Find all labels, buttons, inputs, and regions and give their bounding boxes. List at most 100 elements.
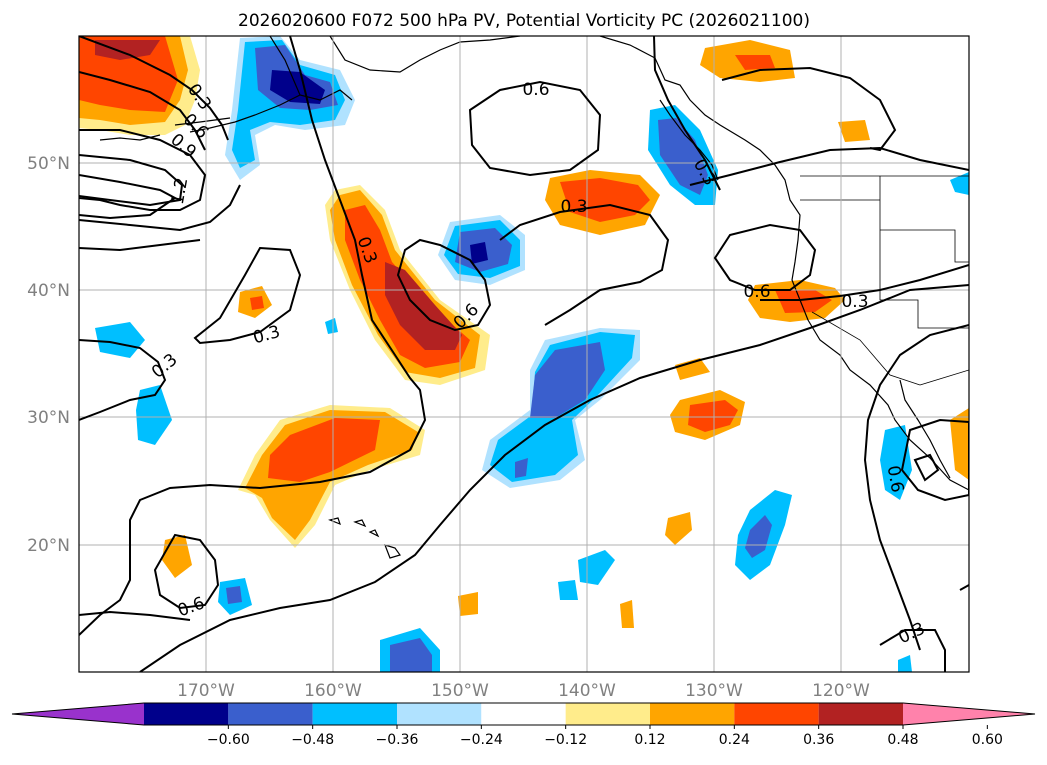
border bbox=[879, 176, 969, 329]
colorbar-segment bbox=[481, 703, 566, 725]
alaska-coast bbox=[189, 36, 353, 133]
map-frame bbox=[78, 35, 970, 673]
colorbar-tick-label: −0.24 bbox=[460, 732, 503, 748]
contour-label: 0.3 bbox=[560, 197, 587, 217]
border bbox=[919, 369, 969, 386]
colorbar-segment bbox=[312, 703, 397, 725]
pv-negative-area bbox=[950, 172, 969, 195]
alaska-south-coast bbox=[329, 36, 521, 73]
pv-negative-area bbox=[558, 580, 578, 600]
contour-line bbox=[79, 129, 207, 211]
contour-label: 0.6 bbox=[522, 80, 549, 100]
contour-line bbox=[396, 238, 492, 332]
pv-negative-area bbox=[95, 322, 145, 358]
lon-label: 150°W bbox=[431, 681, 489, 701]
contour-line bbox=[900, 418, 969, 502]
contour-line bbox=[913, 453, 940, 482]
map-panel: 0.6 0.3 0.3 0.6 0.9 1.2 0.3 0.6 0.3 0.3 … bbox=[78, 35, 970, 673]
pv-positive-area bbox=[250, 296, 264, 310]
contour-line bbox=[79, 239, 201, 252]
pv-positive-area bbox=[735, 55, 775, 70]
colorbar-segment bbox=[650, 703, 735, 725]
colorbar-segment bbox=[397, 703, 482, 725]
pv-positive-area bbox=[775, 290, 832, 313]
pv-positive-area bbox=[620, 600, 634, 628]
contour-line bbox=[499, 203, 670, 326]
pv-negative-area bbox=[530, 342, 605, 418]
contour-line bbox=[79, 36, 427, 636]
lon-label: 170°W bbox=[177, 681, 235, 701]
pv-negative-area bbox=[470, 242, 488, 264]
pv-negative-area bbox=[880, 425, 912, 500]
pv-positive-area bbox=[385, 262, 462, 350]
pv-negative-area bbox=[226, 586, 242, 604]
lon-label: 130°W bbox=[685, 681, 743, 701]
pv-negative-area bbox=[898, 655, 912, 672]
political-borders bbox=[800, 175, 969, 386]
gridlines bbox=[79, 36, 969, 672]
baja-coast bbox=[899, 379, 951, 479]
pv-positive-area bbox=[95, 40, 160, 60]
pv-shading bbox=[79, 36, 969, 672]
contour-line bbox=[653, 36, 721, 191]
pv-negative-area bbox=[745, 515, 772, 558]
north-america-coast bbox=[599, 36, 969, 491]
lon-label: 160°W bbox=[304, 681, 362, 701]
contour-label: 0.3 bbox=[841, 292, 868, 312]
contour-line bbox=[193, 246, 302, 345]
pv-positive-area bbox=[665, 512, 692, 545]
contour-line bbox=[713, 223, 817, 291]
lat-label: 40°N bbox=[27, 281, 70, 301]
contour-line bbox=[721, 66, 897, 152]
pv-positive-area bbox=[950, 408, 969, 480]
contour-line bbox=[79, 174, 177, 220]
colorbar-tick-label: 0.12 bbox=[634, 732, 665, 748]
contour-line bbox=[760, 264, 969, 301]
contour-line bbox=[139, 284, 969, 672]
pv-negative-area bbox=[325, 318, 338, 334]
colorbar-tick-label: 0.48 bbox=[887, 732, 918, 748]
border bbox=[811, 311, 921, 386]
map-background bbox=[79, 36, 969, 672]
pv-positive-area bbox=[268, 418, 380, 482]
pc-contours bbox=[79, 36, 969, 672]
colorbar: −0.60 −0.48 −0.36 −0.24 −0.12 0.12 0.24 0.36 0.4… bbox=[11, 702, 1036, 748]
contour-line bbox=[468, 80, 602, 177]
contour-line bbox=[79, 339, 167, 421]
pv-positive-area bbox=[458, 592, 478, 616]
pv-positive-area bbox=[560, 178, 650, 222]
contour-line bbox=[153, 533, 220, 610]
contour-label: 0.6 bbox=[883, 464, 907, 494]
pv-negative-area bbox=[658, 118, 708, 195]
border bbox=[800, 199, 969, 263]
lon-label: 140°W bbox=[558, 681, 616, 701]
colorbar-segment bbox=[734, 703, 819, 725]
hawaii-islands bbox=[328, 517, 401, 559]
coastlines bbox=[99, 36, 969, 559]
colorbar-segment bbox=[228, 703, 313, 725]
lon-label: 120°W bbox=[812, 681, 870, 701]
colorbar-tick-label: −0.36 bbox=[376, 732, 419, 748]
chart-title: 2026020600 F072 500 hPa PV, Potential Vo… bbox=[238, 11, 810, 31]
colorbar-segment bbox=[565, 703, 650, 725]
pv-positive-area bbox=[675, 358, 710, 380]
lat-labels: 50°N 40°N 30°N 20°N bbox=[27, 154, 70, 556]
contour-line bbox=[863, 324, 969, 651]
colorbar-tick-label: 0.24 bbox=[719, 732, 750, 748]
contour-line bbox=[79, 36, 229, 141]
colorbar-segment bbox=[144, 703, 229, 725]
lon-labels: 170°W 160°W 150°W 140°W 130°W 120°W bbox=[177, 681, 870, 701]
pv-positive-area bbox=[838, 120, 870, 142]
colorbar-tick-label: −0.60 bbox=[207, 732, 250, 748]
lat-label: 20°N bbox=[27, 536, 70, 556]
pv-negative-area bbox=[136, 385, 172, 445]
contour-line bbox=[959, 584, 969, 591]
lat-label: 30°N bbox=[27, 408, 70, 428]
colorbar-extend-max bbox=[903, 703, 1035, 725]
contour-line bbox=[79, 184, 241, 232]
contour-label: 1.2 bbox=[168, 176, 192, 206]
colorbar-segment bbox=[818, 703, 903, 725]
pv-positive-area bbox=[688, 400, 738, 432]
pv-negative-area bbox=[390, 638, 432, 672]
